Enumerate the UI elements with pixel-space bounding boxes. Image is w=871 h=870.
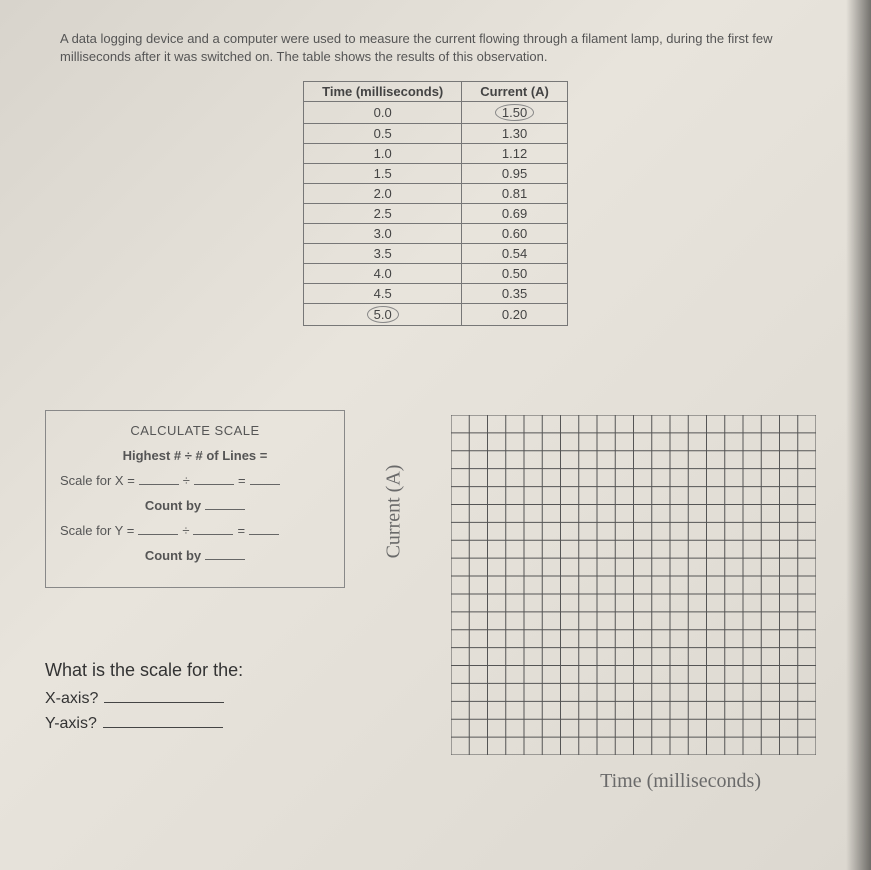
count-by-x: Count by <box>60 496 330 513</box>
table-cell: 5.0 <box>304 304 462 326</box>
count-by-y: Count by <box>60 546 330 563</box>
blank-input[interactable] <box>205 546 245 560</box>
table-row: 1.50.95 <box>304 164 568 184</box>
question-title: What is the scale for the: <box>45 660 243 681</box>
blank-input[interactable] <box>249 521 279 535</box>
table-row: 3.00.60 <box>304 224 568 244</box>
table-cell: 0.81 <box>462 184 568 204</box>
scale-x-label: Scale for X = <box>60 473 135 488</box>
table-row: 4.50.35 <box>304 284 568 304</box>
divide-sign: ÷ <box>182 523 189 538</box>
x-axis-question: X-axis? <box>45 687 243 708</box>
table-cell: 0.35 <box>462 284 568 304</box>
table-row: 5.00.20 <box>304 304 568 326</box>
table-row: 2.00.81 <box>304 184 568 204</box>
scale-y-label: Scale for Y = <box>60 523 134 538</box>
intro-text: A data logging device and a computer wer… <box>60 30 811 66</box>
table-cell: 3.5 <box>304 244 462 264</box>
table-row: 2.50.69 <box>304 204 568 224</box>
blank-input[interactable] <box>194 471 234 485</box>
blank-input[interactable] <box>138 521 178 535</box>
table-row: 3.50.54 <box>304 244 568 264</box>
table-row: 4.00.50 <box>304 264 568 284</box>
col-header-current: Current (A) <box>462 82 568 102</box>
calculate-scale-box: CALCULATE SCALE Highest # ÷ # of Lines =… <box>45 410 345 588</box>
table-cell: 1.0 <box>304 144 462 164</box>
divide-sign: ÷ <box>183 473 190 488</box>
calc-title: CALCULATE SCALE <box>60 423 330 438</box>
table-cell: 0.60 <box>462 224 568 244</box>
table-cell: 0.50 <box>462 264 568 284</box>
count-by-label: Count by <box>145 548 201 563</box>
worksheet-page: A data logging device and a computer wer… <box>0 0 871 870</box>
table-cell: 0.5 <box>304 124 462 144</box>
handwritten-y-label: Current (A) <box>383 465 406 559</box>
table-cell: 1.5 <box>304 164 462 184</box>
data-table: Time (milliseconds) Current (A) 0.01.500… <box>303 81 568 326</box>
count-by-label: Count by <box>145 498 201 513</box>
table-cell: 0.54 <box>462 244 568 264</box>
table-cell: 2.5 <box>304 204 462 224</box>
graph-grid-wrap <box>451 415 816 760</box>
blank-input[interactable] <box>250 471 280 485</box>
graph-grid <box>451 415 816 755</box>
table-cell: 0.69 <box>462 204 568 224</box>
y-axis-question: Y-axis? <box>45 712 243 733</box>
table-cell: 0.20 <box>462 304 568 326</box>
blank-input[interactable] <box>139 471 179 485</box>
table-cell: 0.95 <box>462 164 568 184</box>
scale-y-line: Scale for Y = ÷ = <box>60 521 330 538</box>
table-cell: 3.0 <box>304 224 462 244</box>
table-cell: 1.30 <box>462 124 568 144</box>
table-cell: 4.0 <box>304 264 462 284</box>
calc-formula: Highest # ÷ # of Lines = <box>60 448 330 463</box>
blank-input[interactable] <box>205 496 245 510</box>
blank-input[interactable] <box>103 712 223 728</box>
scale-questions: What is the scale for the: X-axis? Y-axi… <box>45 660 243 737</box>
x-axis-label: X-axis? <box>45 690 98 708</box>
table-cell: 2.0 <box>304 184 462 204</box>
handwritten-x-label: Time (milliseconds) <box>600 770 761 793</box>
equals-sign: = <box>238 473 246 488</box>
col-header-time: Time (milliseconds) <box>304 82 462 102</box>
scale-x-line: Scale for X = ÷ = <box>60 471 330 488</box>
blank-input[interactable] <box>104 687 224 703</box>
lower-section: CALCULATE SCALE Highest # ÷ # of Lines =… <box>0 400 871 870</box>
table-row: 0.51.30 <box>304 124 568 144</box>
y-axis-label: Y-axis? <box>45 715 97 733</box>
table-cell: 1.50 <box>462 102 568 124</box>
table-cell: 4.5 <box>304 284 462 304</box>
table-cell: 1.12 <box>462 144 568 164</box>
page-edge-shadow <box>846 0 871 870</box>
table-row: 0.01.50 <box>304 102 568 124</box>
formula-text: Highest # ÷ # of Lines = <box>123 448 268 463</box>
blank-input[interactable] <box>193 521 233 535</box>
equals-sign: = <box>237 523 245 538</box>
table-row: 1.01.12 <box>304 144 568 164</box>
table-cell: 0.0 <box>304 102 462 124</box>
